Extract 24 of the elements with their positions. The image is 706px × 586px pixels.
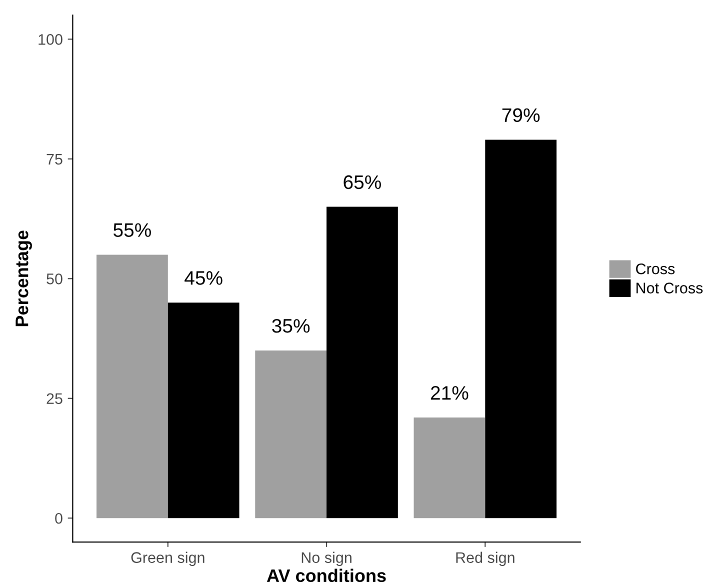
y-axis-title: Percentage	[16, 230, 32, 326]
y-tick-label: 0	[55, 512, 62, 524]
y-tick-label: 100	[38, 34, 62, 45]
y-tick-label: 50	[46, 274, 62, 284]
x-tick-label: Green sign	[131, 552, 204, 566]
bar	[168, 302, 240, 518]
bar	[485, 140, 557, 518]
data-label: 35%	[272, 318, 310, 333]
bar	[414, 418, 486, 518]
legend-label: Cross	[636, 263, 675, 274]
bar	[326, 206, 398, 518]
x-tick-label: No sign	[302, 552, 352, 566]
data-label: 21%	[430, 386, 468, 400]
legend-label: Not Cross	[636, 282, 703, 294]
bar	[255, 350, 327, 518]
data-label: 45%	[184, 271, 222, 285]
bar	[96, 254, 168, 518]
x-tick-label: Red sign	[456, 552, 514, 566]
y-tick-label: 75	[46, 154, 62, 165]
data-label: 55%	[114, 223, 151, 237]
x-axis-title: AV conditions	[266, 568, 386, 582]
data-label: 65%	[344, 175, 381, 190]
data-label: 79%	[502, 108, 540, 122]
y-tick-label: 25	[46, 393, 62, 404]
